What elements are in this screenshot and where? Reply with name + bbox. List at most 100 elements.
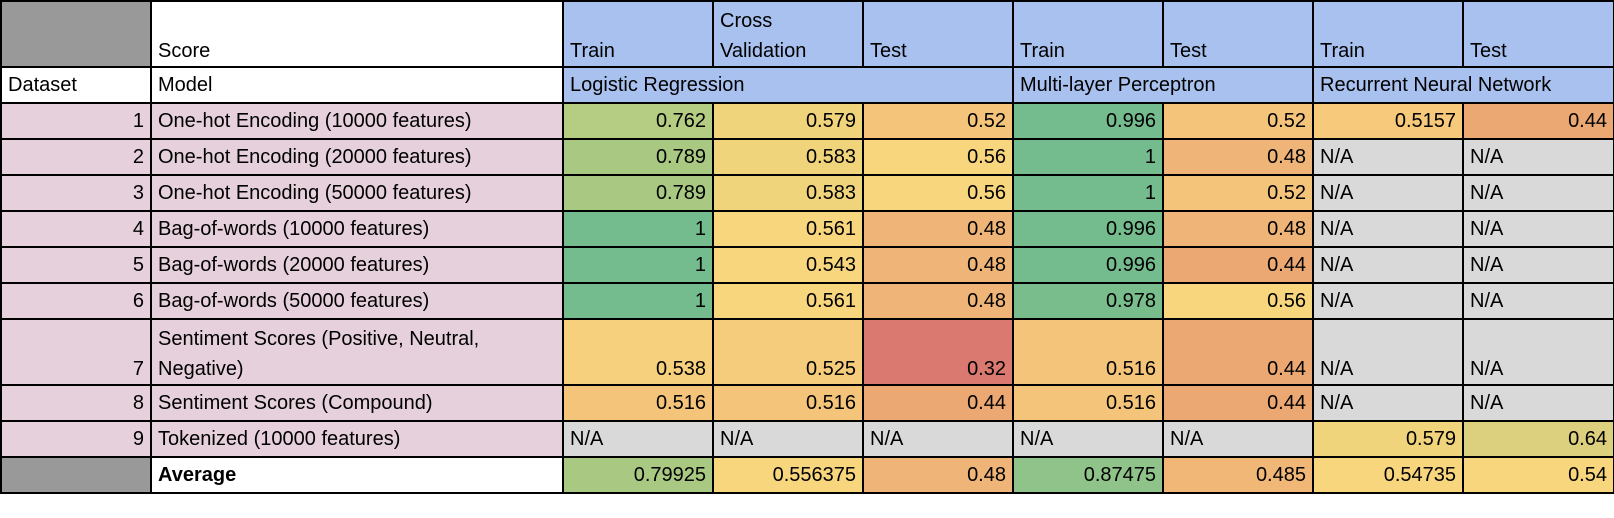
score-cell: N/A bbox=[1462, 210, 1614, 248]
model-feature-label: Sentiment Scores (Positive, Neutral, Neg… bbox=[150, 318, 564, 386]
table-row: 9 Tokenized (10000 features) N/A N/A N/A N/A N… bbox=[0, 420, 1614, 458]
group-logistic-regression: Logistic Regression bbox=[562, 66, 1014, 104]
score-cell: 0.583 bbox=[712, 138, 864, 176]
score-cell: 0.978 bbox=[1012, 282, 1164, 320]
average-score-cell: 0.79925 bbox=[562, 456, 714, 494]
corner-cell bbox=[0, 0, 152, 68]
score-cell: 1 bbox=[562, 210, 714, 248]
model-feature-label: Bag-of-words (50000 features) bbox=[150, 282, 564, 320]
score-cell: N/A bbox=[1462, 318, 1614, 386]
score-cell: N/A bbox=[1162, 420, 1314, 458]
score-cell: 0.516 bbox=[1012, 384, 1164, 422]
score-cell: 0.789 bbox=[562, 138, 714, 176]
score-cell: 0.52 bbox=[862, 102, 1014, 140]
score-cell: 0.44 bbox=[862, 384, 1014, 422]
dataset-label: Dataset bbox=[0, 66, 152, 104]
score-cell: 0.516 bbox=[712, 384, 864, 422]
table-row: 5 Bag-of-words (20000 features) 1 0.543 0.48… bbox=[0, 246, 1614, 284]
dataset-id: 4 bbox=[0, 210, 152, 248]
col-header-lr-cv: Cross Validation bbox=[712, 0, 864, 68]
score-cell: N/A bbox=[1312, 246, 1464, 284]
col-header-rnn-train: Train bbox=[1312, 0, 1464, 68]
score-header-row: Score Train Cross Validation Test Train … bbox=[0, 0, 1614, 68]
score-cell: 0.44 bbox=[1462, 102, 1614, 140]
score-cell: 0.52 bbox=[1162, 102, 1314, 140]
score-cell: 0.64 bbox=[1462, 420, 1614, 458]
table-row: 2 One-hot Encoding (20000 features) 0.789 0… bbox=[0, 138, 1614, 176]
dataset-id: 1 bbox=[0, 102, 152, 140]
score-cell: 0.44 bbox=[1162, 318, 1314, 386]
score-cell: N/A bbox=[1312, 174, 1464, 212]
score-cell: 1 bbox=[562, 282, 714, 320]
average-corner-cell bbox=[0, 456, 152, 494]
score-cell: 0.543 bbox=[712, 246, 864, 284]
average-score-cell: 0.556375 bbox=[712, 456, 864, 494]
col-header-lr-train: Train bbox=[562, 0, 714, 68]
group-multi-layer-perceptron: Multi-layer Perceptron bbox=[1012, 66, 1314, 104]
average-score-cell: 0.54 bbox=[1462, 456, 1614, 494]
score-cell: 0.525 bbox=[712, 318, 864, 386]
col-header-rnn-test: Test bbox=[1462, 0, 1614, 68]
model-feature-label: One-hot Encoding (10000 features) bbox=[150, 102, 564, 140]
score-cell: 0.561 bbox=[712, 210, 864, 248]
model-feature-label: Bag-of-words (20000 features) bbox=[150, 246, 564, 284]
model-feature-label: Tokenized (10000 features) bbox=[150, 420, 564, 458]
average-score-cell: 0.485 bbox=[1162, 456, 1314, 494]
score-cell: 0.48 bbox=[862, 210, 1014, 248]
score-cell: N/A bbox=[1462, 174, 1614, 212]
model-feature-label: One-hot Encoding (50000 features) bbox=[150, 174, 564, 212]
average-score-cell: 0.87475 bbox=[1012, 456, 1164, 494]
average-score-cell: 0.48 bbox=[862, 456, 1014, 494]
score-cell: 0.579 bbox=[712, 102, 864, 140]
model-label: Model bbox=[150, 66, 564, 104]
score-cell: 0.44 bbox=[1162, 384, 1314, 422]
score-cell: N/A bbox=[1312, 210, 1464, 248]
table-row: 7 Sentiment Scores (Positive, Neutral, Ne… bbox=[0, 318, 1614, 386]
score-cell: 0.583 bbox=[712, 174, 864, 212]
score-cell: 0.52 bbox=[1162, 174, 1314, 212]
col-header-mlp-test: Test bbox=[1162, 0, 1314, 68]
score-cell: N/A bbox=[1462, 384, 1614, 422]
score-cell: N/A bbox=[1012, 420, 1164, 458]
table-row: 3 One-hot Encoding (50000 features) 0.789 0… bbox=[0, 174, 1614, 212]
score-cell: N/A bbox=[862, 420, 1014, 458]
score-cell: 0.48 bbox=[1162, 210, 1314, 248]
col-header-lr-test: Test bbox=[862, 0, 1014, 68]
table-row: 8 Sentiment Scores (Compound) 0.516 0.516 0.… bbox=[0, 384, 1614, 422]
col-header-mlp-train: Train bbox=[1012, 0, 1164, 68]
dataset-id: 8 bbox=[0, 384, 152, 422]
score-cell: N/A bbox=[1462, 282, 1614, 320]
score-cell: 0.56 bbox=[1162, 282, 1314, 320]
dataset-id: 2 bbox=[0, 138, 152, 176]
score-cell: N/A bbox=[1312, 318, 1464, 386]
score-cell: 0.48 bbox=[862, 282, 1014, 320]
score-cell: 0.32 bbox=[862, 318, 1014, 386]
model-header-row: Dataset Model Logistic Regression Multi-… bbox=[0, 66, 1614, 104]
score-cell: 0.48 bbox=[1162, 138, 1314, 176]
dataset-id: 3 bbox=[0, 174, 152, 212]
table-row: 4 Bag-of-words (10000 features) 1 0.561 0.48… bbox=[0, 210, 1614, 248]
model-feature-label: One-hot Encoding (20000 features) bbox=[150, 138, 564, 176]
score-cell: N/A bbox=[712, 420, 864, 458]
score-cell: N/A bbox=[1312, 282, 1464, 320]
table-row: 1 One-hot Encoding (10000 features) 0.762 0… bbox=[0, 102, 1614, 140]
score-cell: N/A bbox=[1462, 246, 1614, 284]
score-cell: 0.996 bbox=[1012, 246, 1164, 284]
score-cell: 1 bbox=[1012, 174, 1164, 212]
score-label: Score bbox=[150, 0, 564, 68]
score-cell: 0.561 bbox=[712, 282, 864, 320]
score-cell: 0.789 bbox=[562, 174, 714, 212]
dataset-id: 9 bbox=[0, 420, 152, 458]
group-recurrent-neural-network: Recurrent Neural Network bbox=[1312, 66, 1614, 104]
score-cell: 0.579 bbox=[1312, 420, 1464, 458]
score-cell: 1 bbox=[562, 246, 714, 284]
score-cell: N/A bbox=[562, 420, 714, 458]
score-cell: 0.5157 bbox=[1312, 102, 1464, 140]
dataset-id: 6 bbox=[0, 282, 152, 320]
score-cell: N/A bbox=[1312, 138, 1464, 176]
score-cell: 0.44 bbox=[1162, 246, 1314, 284]
score-cell: 0.762 bbox=[562, 102, 714, 140]
table-row: 6 Bag-of-words (50000 features) 1 0.561 0.48… bbox=[0, 282, 1614, 320]
dataset-id: 7 bbox=[0, 318, 152, 386]
score-cell: 0.996 bbox=[1012, 210, 1164, 248]
